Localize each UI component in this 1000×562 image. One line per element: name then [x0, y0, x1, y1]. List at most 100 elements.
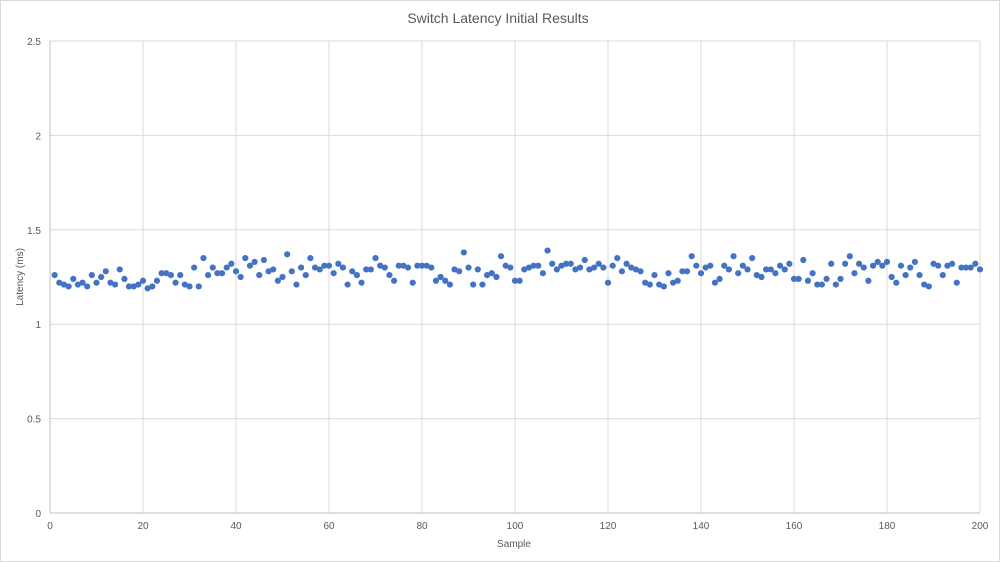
data-point — [251, 258, 258, 265]
data-point — [614, 255, 621, 262]
data-point — [321, 262, 328, 269]
x-tick-label: 180 — [879, 521, 896, 532]
data-point — [776, 262, 784, 269]
data-point — [484, 272, 491, 279]
data-point — [367, 266, 374, 273]
data-point — [200, 255, 207, 262]
data-point — [344, 281, 351, 288]
data-point — [623, 260, 630, 267]
data-point — [674, 277, 681, 284]
data-point — [428, 264, 435, 271]
data-point — [879, 262, 886, 269]
data-point — [256, 272, 263, 279]
data-point — [660, 283, 667, 290]
data-point — [79, 279, 86, 286]
data-point — [800, 256, 807, 264]
data-point — [446, 281, 453, 288]
data-point — [121, 275, 128, 282]
data-point — [888, 273, 895, 281]
data-point — [809, 270, 816, 277]
data-point — [772, 270, 779, 277]
data-point — [735, 270, 742, 277]
data-point — [832, 281, 839, 288]
data-point — [195, 283, 202, 290]
x-tick-label: 20 — [137, 521, 149, 532]
data-point — [488, 270, 495, 277]
data-point — [925, 283, 932, 290]
data-point — [395, 262, 402, 269]
data-point — [595, 260, 602, 267]
data-point — [153, 277, 161, 284]
data-point — [479, 281, 486, 288]
data-point — [228, 260, 235, 267]
data-point — [758, 273, 765, 281]
data-point — [618, 268, 626, 275]
data-point — [98, 273, 105, 281]
data-point — [962, 264, 970, 271]
data-point — [716, 275, 723, 282]
data-point — [842, 260, 849, 267]
data-point — [921, 281, 928, 288]
data-point — [814, 281, 821, 288]
data-point — [112, 281, 119, 288]
data-point — [967, 264, 974, 271]
data-point — [349, 268, 356, 275]
data-point — [316, 266, 323, 273]
data-point — [730, 253, 737, 260]
data-point — [93, 279, 100, 286]
data-point — [600, 264, 607, 271]
data-point — [865, 277, 872, 284]
data-point — [381, 264, 388, 271]
data-point — [232, 268, 240, 275]
chart-title: Switch Latency Initial Results — [407, 10, 588, 26]
data-point — [795, 275, 802, 282]
data-point — [56, 279, 63, 286]
data-point — [460, 249, 467, 256]
data-point — [205, 272, 212, 279]
data-point — [177, 272, 184, 279]
data-point — [721, 262, 728, 269]
data-point — [935, 262, 942, 269]
data-point — [265, 268, 272, 275]
data-point — [414, 262, 421, 269]
data-point — [586, 266, 593, 273]
data-point — [497, 253, 505, 260]
data-point — [386, 272, 393, 279]
data-point — [521, 266, 528, 273]
data-point — [665, 270, 672, 277]
data-point — [191, 264, 198, 271]
data-point — [242, 255, 249, 262]
data-point — [60, 281, 68, 288]
data-point — [679, 268, 686, 275]
y-axis-title: Latency (ms) — [15, 248, 26, 306]
y-tick-label: 0 — [35, 509, 41, 520]
data-point — [511, 277, 519, 284]
data-point — [642, 279, 649, 286]
data-point — [939, 272, 946, 279]
data-point — [828, 260, 835, 267]
data-point — [683, 268, 691, 275]
data-point — [697, 270, 705, 277]
data-point — [907, 264, 914, 271]
data-point — [902, 272, 909, 279]
data-point — [818, 281, 826, 288]
data-point — [670, 279, 677, 286]
data-point — [846, 253, 853, 260]
data-point — [400, 262, 407, 269]
data-point — [442, 277, 449, 284]
data-point — [451, 266, 458, 273]
data-point — [418, 262, 426, 269]
data-point — [893, 279, 900, 286]
data-point — [976, 266, 984, 273]
data-point — [209, 264, 216, 271]
data-point — [911, 258, 919, 265]
data-point — [530, 262, 537, 269]
data-point — [553, 266, 560, 273]
data-point — [632, 266, 640, 273]
data-point — [432, 277, 440, 284]
data-point — [516, 277, 523, 284]
data-point — [563, 260, 570, 267]
data-point — [753, 272, 760, 279]
